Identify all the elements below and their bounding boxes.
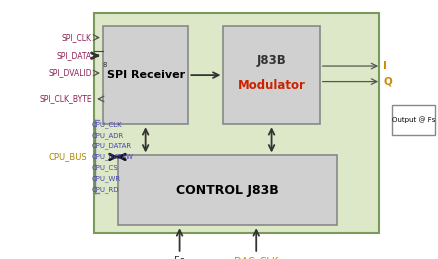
FancyBboxPatch shape <box>103 26 188 124</box>
Text: SPI Receiver: SPI Receiver <box>106 70 185 80</box>
Text: SPI_DVALID: SPI_DVALID <box>48 69 92 77</box>
Text: Modulator: Modulator <box>238 79 305 92</box>
Text: CPU_WR: CPU_WR <box>92 175 121 182</box>
Text: DAC_CLK: DAC_CLK <box>234 256 279 259</box>
Text: CONTROL J83B: CONTROL J83B <box>177 184 279 197</box>
FancyBboxPatch shape <box>223 26 320 124</box>
Text: SPI_DATA: SPI_DATA <box>57 51 92 60</box>
Text: I: I <box>383 61 387 71</box>
FancyBboxPatch shape <box>94 13 379 233</box>
Text: 8: 8 <box>103 62 107 68</box>
Text: J83B: J83B <box>257 54 286 67</box>
FancyBboxPatch shape <box>118 155 337 225</box>
Text: Q: Q <box>383 77 392 87</box>
FancyBboxPatch shape <box>392 105 435 135</box>
Text: CPU_BUS: CPU_BUS <box>48 153 87 161</box>
Text: CPU_CS: CPU_CS <box>92 164 119 171</box>
Text: SPI_CLK: SPI_CLK <box>62 33 92 42</box>
Text: CPU_DATAR: CPU_DATAR <box>92 143 132 149</box>
Text: Fs: Fs <box>174 256 185 259</box>
Text: CPU_CLK: CPU_CLK <box>92 121 123 128</box>
Text: CPU_ADR: CPU_ADR <box>92 132 124 139</box>
Text: CPU_RD: CPU_RD <box>92 186 120 193</box>
Text: CPU_DATAW: CPU_DATAW <box>92 154 134 160</box>
Text: Output @ Fs: Output @ Fs <box>392 116 435 123</box>
Text: SPI_CLK_BYTE: SPI_CLK_BYTE <box>39 95 92 103</box>
